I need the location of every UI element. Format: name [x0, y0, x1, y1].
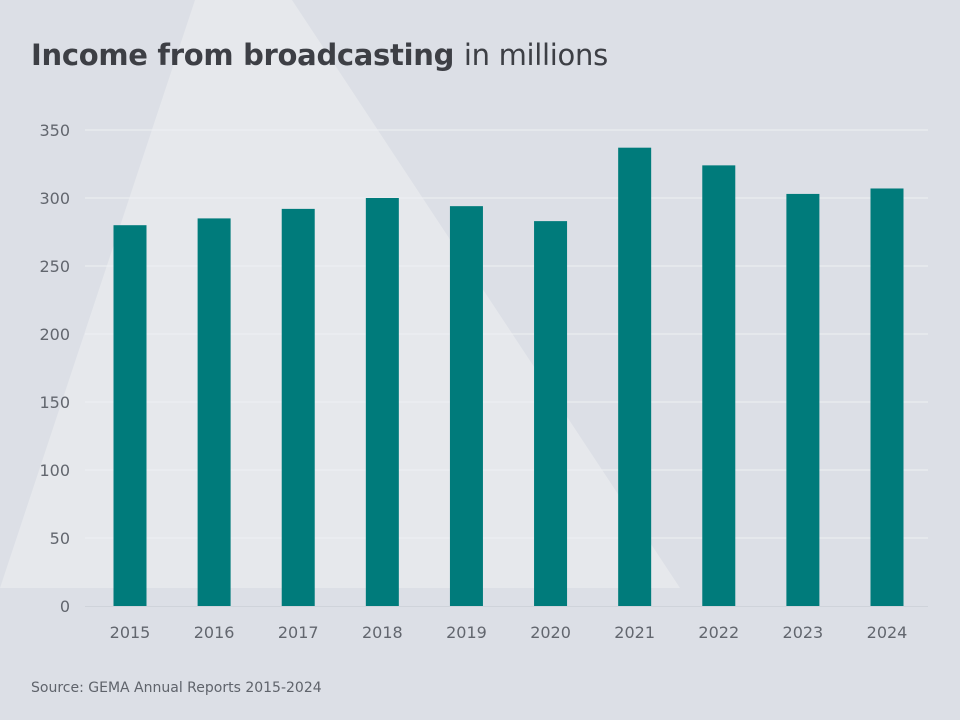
- bar-2021: [618, 147, 652, 606]
- y-tick-label: 150: [39, 393, 70, 412]
- x-tick-labels: 2015 2016 2017 2018 2019 2020 2021 2022 2023 2024: [110, 623, 908, 642]
- bar-2024: [870, 188, 904, 607]
- y-tick-label: 350: [39, 121, 70, 140]
- bar-2023: [786, 193, 820, 607]
- bar-2017: [281, 208, 315, 606]
- bar-2016: [197, 218, 231, 606]
- x-tick-label: 2021: [614, 623, 655, 642]
- source-note: Source: GEMA Annual Reports 2015-2024: [31, 680, 322, 696]
- chart-title-light: in millions: [463, 38, 608, 72]
- chart-title-bold: Income from broadcasting: [31, 38, 455, 72]
- bar-2022: [702, 165, 736, 607]
- x-tick-label: 2022: [698, 623, 739, 642]
- y-tick-label: 200: [39, 325, 70, 344]
- chart-title: Income from broadcasting in millions: [31, 38, 608, 72]
- bar-2015: [113, 225, 147, 606]
- x-tick-label: 2024: [867, 623, 908, 642]
- bar-2019: [449, 206, 483, 606]
- bars: [113, 147, 904, 607]
- bar-2018: [365, 198, 399, 606]
- x-tick-label: 2019: [446, 623, 487, 642]
- y-tick-label: 250: [39, 257, 70, 276]
- bar-2020: [534, 221, 568, 606]
- y-tick-label: 0: [60, 597, 70, 616]
- x-tick-label: 2020: [530, 623, 571, 642]
- y-tick-label: 300: [39, 189, 70, 208]
- y-tick-label: 50: [50, 529, 70, 548]
- x-tick-label: 2016: [194, 623, 235, 642]
- x-tick-label: 2018: [362, 623, 403, 642]
- x-tick-label: 2015: [110, 623, 151, 642]
- x-tick-label: 2017: [278, 623, 319, 642]
- x-tick-label: 2023: [783, 623, 824, 642]
- y-tick-labels: 0 50 100 150 200 250 300 350: [39, 121, 70, 616]
- y-tick-label: 100: [39, 461, 70, 480]
